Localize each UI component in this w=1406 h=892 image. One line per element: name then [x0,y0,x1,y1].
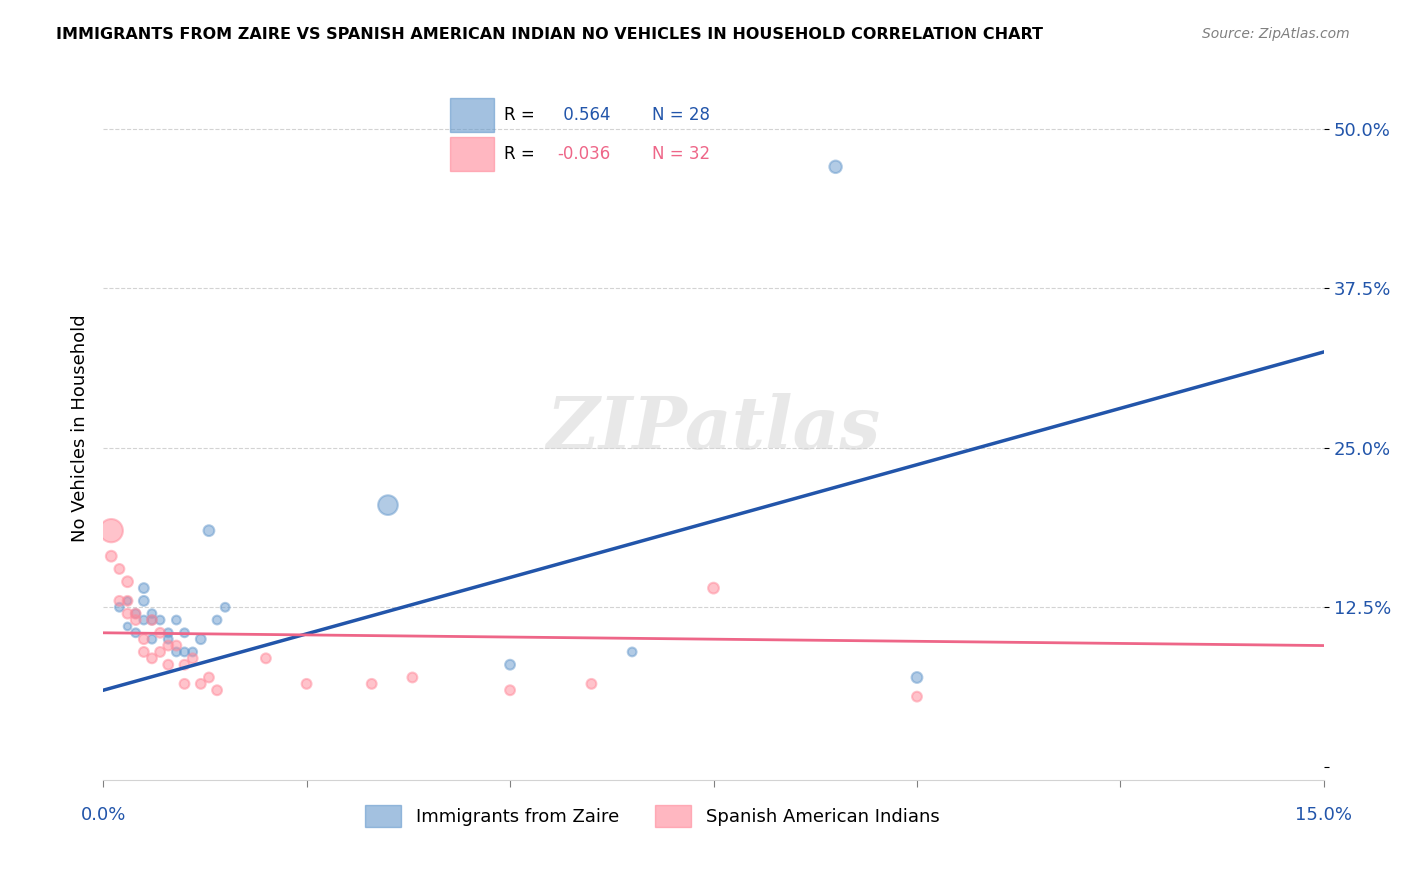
Point [190,632,212,647]
Point [117,594,139,608]
Point [125,607,148,621]
Point [125,625,148,640]
Point [157,657,180,672]
Point [100,524,122,538]
Point [702,581,724,595]
Point [125,607,148,621]
Point [499,683,522,698]
Text: R =: R = [503,145,534,163]
Point [117,574,139,589]
Point [165,639,187,653]
Point [173,677,195,691]
Bar [450,98,494,132]
Text: N = 28: N = 28 [652,106,710,124]
Point [254,651,277,665]
Point [198,524,221,538]
Text: R =: R = [503,106,534,124]
Point [165,645,187,659]
Point [108,562,131,576]
Point [905,671,928,685]
Point [117,594,139,608]
Point [173,645,195,659]
Y-axis label: No Vehicles in Household: No Vehicles in Household [72,315,89,542]
Point [621,645,644,659]
Point [165,613,187,627]
Point [141,632,163,647]
Point [141,607,163,621]
Point [181,645,204,659]
Point [149,645,172,659]
Text: N = 32: N = 32 [652,145,710,163]
Point [360,677,382,691]
Point [295,677,318,691]
Point [824,160,846,174]
Point [181,651,204,665]
Point [157,639,180,653]
Legend: Immigrants from Zaire, Spanish American Indians: Immigrants from Zaire, Spanish American … [359,797,946,834]
Text: 0.0%: 0.0% [80,806,125,824]
Point [149,625,172,640]
Point [132,581,155,595]
Point [581,677,603,691]
Text: IMMIGRANTS FROM ZAIRE VS SPANISH AMERICAN INDIAN NO VEHICLES IN HOUSEHOLD CORREL: IMMIGRANTS FROM ZAIRE VS SPANISH AMERICA… [56,27,1043,42]
Bar [450,137,494,171]
Point [157,625,180,640]
Point [100,549,122,564]
Point [108,600,131,615]
Point [905,690,928,704]
Point [214,600,236,615]
Point [499,657,522,672]
Text: 15.0%: 15.0% [1295,806,1353,824]
Point [157,632,180,647]
Text: -0.036: -0.036 [558,145,610,163]
Point [205,613,228,627]
Point [205,683,228,698]
Point [108,594,131,608]
Point [125,613,148,627]
Text: 0.564: 0.564 [558,106,610,124]
Point [141,651,163,665]
Point [132,613,155,627]
Point [190,677,212,691]
Point [117,607,139,621]
Point [198,671,221,685]
Point [132,645,155,659]
Point [132,594,155,608]
Point [173,657,195,672]
Point [117,619,139,633]
Point [377,498,399,512]
Text: ZIPatlas: ZIPatlas [547,393,880,464]
Point [149,613,172,627]
Text: Source: ZipAtlas.com: Source: ZipAtlas.com [1202,27,1350,41]
Point [141,613,163,627]
Point [141,613,163,627]
Point [401,671,423,685]
Point [173,625,195,640]
Point [132,632,155,647]
